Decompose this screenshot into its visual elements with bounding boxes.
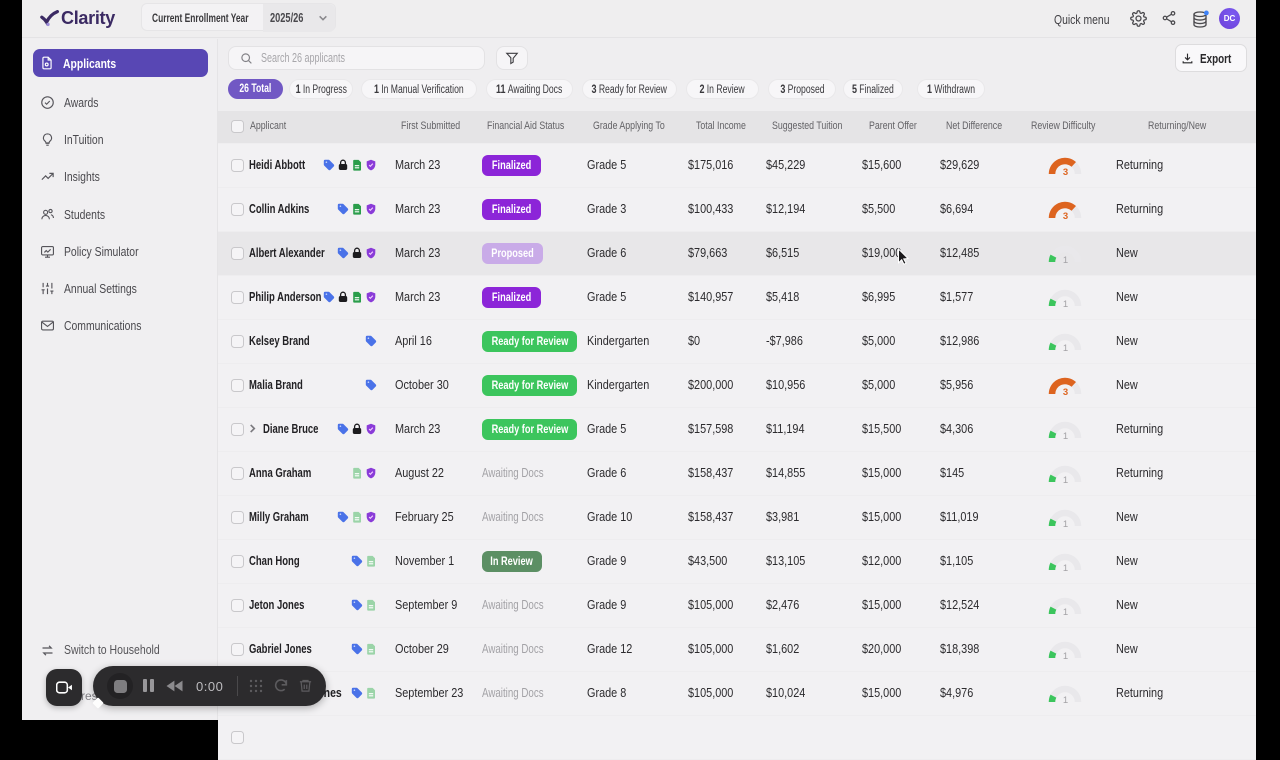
svg-text:1: 1 bbox=[1063, 651, 1068, 662]
svg-text:1: 1 bbox=[1063, 343, 1068, 354]
svg-text:1: 1 bbox=[1063, 299, 1068, 310]
svg-text:1: 1 bbox=[1063, 695, 1068, 706]
svg-text:3: 3 bbox=[1063, 167, 1068, 178]
svg-text:1: 1 bbox=[1063, 475, 1068, 486]
svg-text:1: 1 bbox=[1063, 255, 1068, 266]
svg-text:3: 3 bbox=[1063, 387, 1068, 398]
svg-text:1: 1 bbox=[1063, 519, 1068, 530]
svg-text:1: 1 bbox=[1063, 431, 1068, 442]
svg-text:1: 1 bbox=[1063, 607, 1068, 618]
svg-text:3: 3 bbox=[1063, 211, 1068, 222]
svg-text:1: 1 bbox=[1063, 563, 1068, 574]
